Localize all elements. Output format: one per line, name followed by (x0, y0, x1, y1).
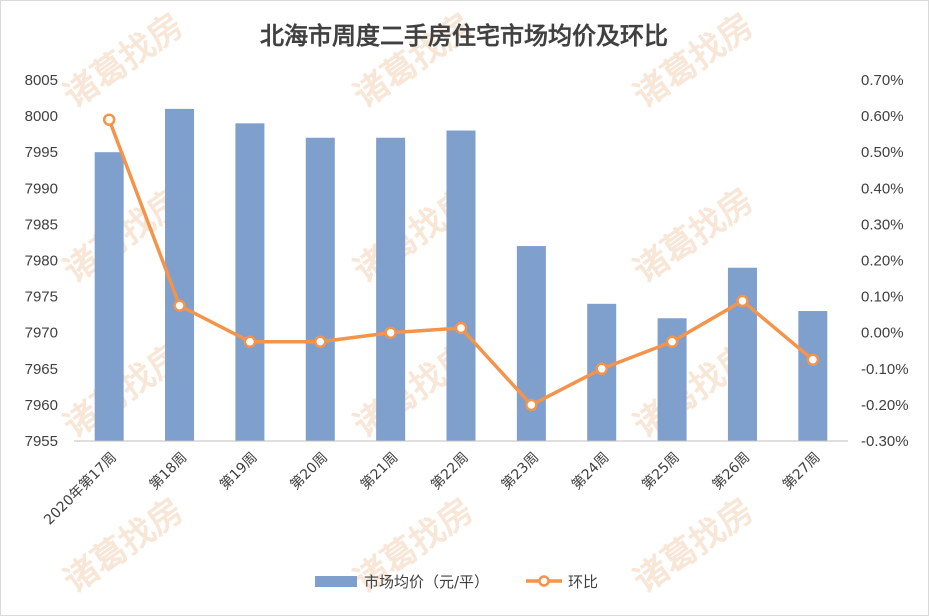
legend-label-line: 环比 (568, 573, 598, 591)
y-right-tick-label: 0.00% (861, 325, 904, 342)
line-point (173, 299, 186, 312)
x-tick-label: 第24周 (568, 449, 612, 493)
x-tick-label: 第25周 (638, 449, 682, 493)
bar (94, 152, 124, 441)
y-left-tick-label: 7975 (25, 289, 58, 306)
bar (235, 123, 265, 441)
y-right-tick-label: -0.20% (861, 397, 909, 414)
x-tick-label: 第19周 (216, 449, 260, 493)
y-left-tick-label: 7995 (25, 144, 58, 161)
line-series (102, 113, 820, 412)
y-left-tick-label: 7990 (25, 180, 58, 197)
bar (376, 137, 406, 441)
y-right-tick-label: 0.20% (861, 253, 904, 270)
line-point (243, 335, 257, 348)
y-right-tick-label: 0.10% (861, 289, 904, 306)
y-right-tick-label: -0.10% (861, 361, 909, 378)
legend-swatch-marker (538, 575, 550, 587)
x-tick-label: 第18周 (146, 449, 190, 493)
x-tick-label: 2020年第17周 (40, 449, 120, 529)
y-axis-left: 7955 7960 7965 7970 7975 7980 7985 7990 7995 8000… (25, 72, 58, 450)
legend: 市场均价（元/平） 环比 (315, 573, 598, 591)
y-left-tick-label: 7965 (25, 361, 58, 378)
bar (446, 130, 476, 442)
x-tick-label: 第23周 (498, 449, 542, 493)
x-tick-label: 第26周 (709, 449, 753, 493)
y-left-tick-label: 7980 (25, 253, 58, 270)
line-point (525, 398, 538, 412)
legend-label-bar: 市场均价（元/平） (364, 573, 489, 591)
x-tick-label: 第27周 (779, 449, 823, 493)
y-right-tick-label: 0.70% (861, 72, 904, 89)
bar (798, 311, 828, 441)
line-point (806, 353, 820, 367)
line-point (314, 335, 327, 348)
line-point (102, 113, 116, 126)
x-tick-label: 第20周 (287, 449, 331, 493)
y-right-tick-label: 0.50% (861, 144, 904, 161)
line-point (665, 335, 679, 348)
y-left-tick-label: 8000 (25, 108, 58, 125)
y-left-tick-label: 7985 (25, 216, 58, 233)
watermark-text: 诸葛找房 (57, 6, 191, 117)
y-right-tick-label: -0.30% (861, 433, 909, 450)
y-right-tick-label: 0.30% (861, 216, 904, 233)
y-left-tick-label: 7970 (25, 325, 58, 342)
y-left-tick-label: 8005 (25, 72, 58, 89)
watermark-text: 诸葛找房 (627, 491, 761, 602)
line-point (736, 294, 749, 308)
legend-swatch-bar (315, 576, 357, 587)
x-tick-label: 第22周 (427, 449, 471, 493)
y-right-tick-label: 0.60% (861, 108, 904, 125)
y-right-tick-label: 0.40% (861, 180, 904, 197)
bar (727, 267, 757, 441)
y-left-tick-label: 7960 (25, 397, 58, 414)
bar (165, 108, 195, 441)
bar (305, 137, 335, 441)
chart-title: 北海市周度二手房住宅市场均价及环比 (260, 22, 668, 50)
line-point (595, 362, 608, 376)
line-point (384, 326, 397, 339)
y-left-tick-label: 7955 (25, 433, 58, 450)
x-tick-label: 第21周 (357, 449, 401, 493)
bar-series (94, 108, 828, 442)
watermark-text: 诸葛找房 (57, 491, 191, 602)
bar (516, 246, 546, 441)
y-axis-right: -0.30% -0.20% -0.10% 0.00% 0.10% 0.20% 0.30% 0.… (861, 72, 909, 450)
line-point (454, 321, 468, 335)
